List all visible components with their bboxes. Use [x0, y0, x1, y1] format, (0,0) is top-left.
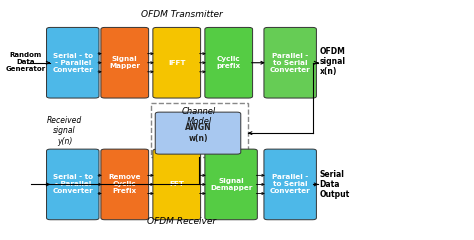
- FancyBboxPatch shape: [205, 27, 253, 98]
- FancyBboxPatch shape: [264, 27, 317, 98]
- Text: Parallel -
to Serial
Converter: Parallel - to Serial Converter: [270, 53, 310, 73]
- Text: OFDM Transmitter: OFDM Transmitter: [141, 10, 222, 19]
- Bar: [151, 103, 248, 157]
- FancyBboxPatch shape: [205, 149, 257, 220]
- Text: Parallel -
to Serial
Converter: Parallel - to Serial Converter: [270, 174, 310, 194]
- FancyBboxPatch shape: [153, 27, 201, 98]
- Text: Received
signal
y(n): Received signal y(n): [47, 116, 82, 146]
- Text: OFDM Receiver: OFDM Receiver: [147, 217, 216, 226]
- FancyBboxPatch shape: [155, 112, 241, 154]
- Text: Cyclic
prefix: Cyclic prefix: [217, 56, 241, 69]
- FancyBboxPatch shape: [46, 149, 99, 220]
- Text: OFDM
signal
x(n): OFDM signal x(n): [319, 47, 346, 77]
- Text: Signal
Demapper: Signal Demapper: [210, 178, 252, 191]
- Text: FFT: FFT: [169, 181, 184, 187]
- FancyBboxPatch shape: [46, 27, 99, 98]
- Text: AWGN
w(n): AWGN w(n): [185, 123, 211, 143]
- Text: Random
Data
Generator: Random Data Generator: [5, 52, 46, 72]
- FancyBboxPatch shape: [101, 27, 149, 98]
- Text: Signal
Mapper: Signal Mapper: [109, 56, 140, 69]
- Text: Channel
Model: Channel Model: [182, 107, 216, 126]
- FancyBboxPatch shape: [153, 149, 201, 220]
- Text: Serial
Data
Output: Serial Data Output: [319, 169, 350, 199]
- FancyBboxPatch shape: [264, 149, 317, 220]
- Text: Serial - to
- Parallel
Converter: Serial - to - Parallel Converter: [53, 174, 93, 194]
- Text: Remove
Cyclic
Prefix: Remove Cyclic Prefix: [109, 174, 141, 194]
- Text: Serial - to
- Parallel
Converter: Serial - to - Parallel Converter: [53, 53, 93, 73]
- FancyBboxPatch shape: [101, 149, 149, 220]
- Text: IFFT: IFFT: [168, 60, 185, 66]
